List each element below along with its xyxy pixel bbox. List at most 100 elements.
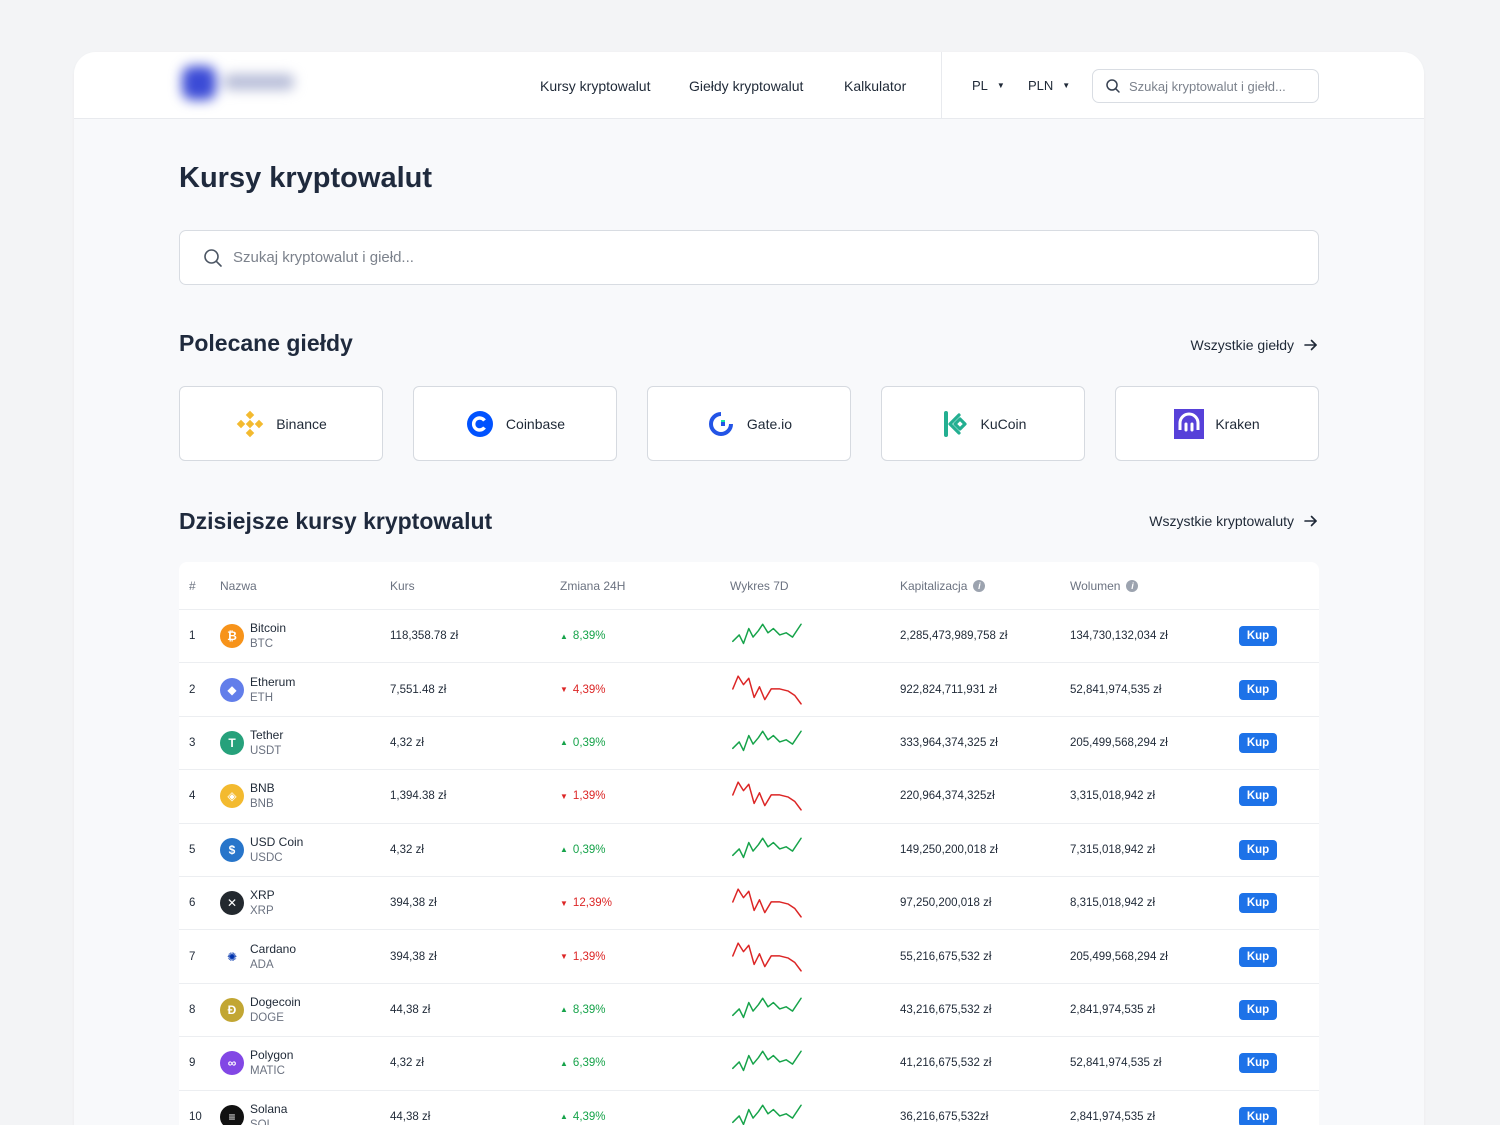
coin-name: Polygon <box>250 1048 294 1063</box>
table-row[interactable]: 7 ✺ Cardano ADA 394,38 zł ▼ 1,39% 55,216,675,53… <box>179 930 1319 984</box>
buy-button[interactable]: Kup <box>1239 999 1277 1020</box>
buy-button[interactable]: Kup <box>1239 679 1277 700</box>
nav-link-calculator[interactable]: Kalkulator <box>844 52 906 119</box>
buy-button-cell: Kup <box>1239 610 1277 662</box>
chevron-down-icon: ▼ <box>1062 81 1071 90</box>
info-icon[interactable]: i <box>1126 580 1139 592</box>
cardano-icon: ✺ <box>220 944 244 969</box>
exchange-card-coinbase[interactable]: Coinbase <box>413 386 617 461</box>
coin-cell[interactable]: $ USD Coin USDC <box>220 824 303 876</box>
currency-dropdown[interactable]: PLN ▼ <box>1028 52 1070 119</box>
buy-button[interactable]: Kup <box>1239 839 1277 860</box>
rates-section-title: Dzisiejsze kursy kryptowalut <box>179 508 493 534</box>
buy-button-cell: Kup <box>1239 877 1277 929</box>
coin-cell[interactable]: T Tether USDT <box>220 717 283 769</box>
table-row[interactable]: 8 Ð Dogecoin DOGE 44,38 zł ▲ 8,39% 43,216,675,5… <box>179 984 1319 1038</box>
sparkline-7d <box>728 1037 808 1089</box>
language-dropdown[interactable]: PL ▼ <box>972 52 1005 119</box>
coin-cell[interactable]: ∞ Polygon MATIC <box>220 1037 293 1089</box>
table-row[interactable]: 5 $ USD Coin USDC 4,32 zł ▲ 0,39% 149,250,200,0… <box>179 824 1319 877</box>
col-vol-header[interactable]: Wolumen i <box>1070 579 1139 593</box>
buy-button-cell: Kup <box>1239 984 1277 1036</box>
chevron-down-icon: ▼ <box>996 81 1005 90</box>
col-change[interactable]: Zmiana 24H <box>560 579 626 593</box>
coin-symbol: USDC <box>250 851 283 864</box>
info-icon[interactable]: i <box>973 580 986 592</box>
crypto-rates-table: # Nazwa Kurs Zmiana 24H Wykres 7D Kapita… <box>179 562 1319 1125</box>
table-row[interactable]: 1 ₿ Bitcoin BTC 118,358.78 zł ▲ 8,39% 2,285,473… <box>179 610 1319 664</box>
exchange-card-binance[interactable]: Binance <box>179 386 383 461</box>
top-navigation-bar: Kursy kryptowalut Giełdy kryptowalut Kal… <box>74 52 1424 119</box>
nav-link-rates-label[interactable]: Kursy kryptowalut <box>540 77 651 94</box>
header-search-input[interactable] <box>1129 78 1309 94</box>
all-cryptos-link[interactable]: Wszystkie kryptowaluty <box>1149 513 1319 529</box>
buy-button[interactable]: Kup <box>1239 626 1277 647</box>
exchange-card-kraken[interactable]: Kraken <box>1115 386 1319 461</box>
row-rank: 5 <box>189 843 196 856</box>
arrow-right-icon <box>1304 515 1317 527</box>
exchange-card-gateio[interactable]: Gate.io <box>647 386 851 461</box>
exchange-card-kucoin[interactable]: KuCoin <box>881 386 1085 461</box>
row-rank: 8 <box>189 1003 196 1016</box>
main-search-box[interactable] <box>179 230 1319 285</box>
table-row[interactable]: 10 ≡ Solana SOL 44,38 zł ▲ 4,39% 36,216,675,532… <box>179 1091 1319 1125</box>
change-value: 1,39% <box>572 950 606 963</box>
all-cryptos-label: Wszystkie kryptowaluty <box>1149 513 1294 529</box>
coin-symbol: MATIC <box>250 1065 285 1078</box>
nav-link-exchanges-label[interactable]: Giełdy kryptowalut <box>689 77 804 94</box>
exchange-name: KuCoin <box>980 415 1027 432</box>
row-rank: 2 <box>189 683 196 696</box>
change-value: 0,39% <box>572 736 606 749</box>
coin-name: BNB <box>250 781 275 796</box>
coin-name-block: USD Coin USDC <box>250 834 303 866</box>
coin-cell[interactable]: ✕ XRP XRP <box>220 877 275 929</box>
sparkline-7d <box>728 877 808 929</box>
coin-cell[interactable]: ◈ BNB BNB <box>220 770 275 822</box>
sparkline-7d <box>728 984 808 1036</box>
coin-name: Tether <box>250 727 284 742</box>
buy-button[interactable]: Kup <box>1239 946 1277 967</box>
change-value: 12,39% <box>572 897 612 910</box>
coin-cell[interactable]: ◆ Etherum ETH <box>220 663 295 715</box>
coin-cell[interactable]: ₿ Bitcoin BTC <box>220 610 286 662</box>
nav-link-calculator-label[interactable]: Kalkulator <box>844 77 907 94</box>
coin-cell[interactable]: Ð Dogecoin DOGE <box>220 984 301 1036</box>
all-exchanges-link[interactable]: Wszystkie giełdy <box>1191 337 1319 353</box>
coin-name-block: Polygon MATIC <box>250 1047 293 1079</box>
bnb-icon: ◈ <box>220 784 244 809</box>
nav-link-exchanges[interactable]: Giełdy kryptowalut <box>689 52 803 119</box>
coin-price: 394,38 zł <box>390 950 437 963</box>
buy-button-cell: Kup <box>1239 1091 1277 1125</box>
nav-link-rates[interactable]: Kursy kryptowalut <box>540 52 650 119</box>
coin-cell[interactable]: ✺ Cardano ADA <box>220 930 296 982</box>
coin-price: 1,394.38 zł <box>390 790 447 803</box>
table-row[interactable]: 2 ◆ Etherum ETH 7,551.48 zł ▼ 4,39% 922,824,711… <box>179 663 1319 717</box>
polygon-icon: ∞ <box>220 1051 244 1076</box>
col-name[interactable]: Nazwa <box>220 579 257 593</box>
buy-button[interactable]: Kup <box>1239 732 1277 753</box>
triangle-up-icon: ▲ <box>560 1058 568 1068</box>
coin-symbol: ETH <box>250 691 273 704</box>
change-24h: ▲ 6,39% <box>560 1037 606 1089</box>
buy-button[interactable]: Kup <box>1239 786 1277 807</box>
table-row[interactable]: 3 T Tether USDT 4,32 zł ▲ 0,39% 333,964,374,325… <box>179 717 1319 771</box>
row-rank: 9 <box>189 1057 196 1070</box>
buy-button[interactable]: Kup <box>1239 1106 1277 1125</box>
buy-button[interactable]: Kup <box>1239 893 1277 914</box>
table-row[interactable]: 6 ✕ XRP XRP 394,38 zł ▼ 12,39% 97,250,200,018 z… <box>179 877 1319 931</box>
table-row[interactable]: 9 ∞ Polygon MATIC 4,32 zł ▲ 6,39% 41,216,675,53… <box>179 1037 1319 1091</box>
buy-button-cell: Kup <box>1239 824 1277 876</box>
change-24h: ▲ 4,39% <box>560 1091 606 1125</box>
site-logo[interactable] <box>178 62 298 106</box>
kraken-logo-icon <box>1174 408 1205 439</box>
buy-button[interactable]: Kup <box>1239 1053 1277 1074</box>
header-search-box[interactable] <box>1092 69 1319 103</box>
browser-window: Kursy kryptowalut Giełdy kryptowalut Kal… <box>74 52 1424 1125</box>
col-cap-header[interactable]: Kapitalizacja i <box>900 579 986 593</box>
table-row[interactable]: 4 ◈ BNB BNB 1,394.38 zł ▼ 1,39% 220,964,374,325… <box>179 770 1319 824</box>
coin-cell[interactable]: ≡ Solana SOL <box>220 1091 287 1125</box>
table-header: # Nazwa Kurs Zmiana 24H Wykres 7D Kapita… <box>179 562 1319 610</box>
col-price[interactable]: Kurs <box>390 579 415 593</box>
main-search-input[interactable] <box>233 249 1233 266</box>
exchange-name: Binance <box>276 415 327 432</box>
